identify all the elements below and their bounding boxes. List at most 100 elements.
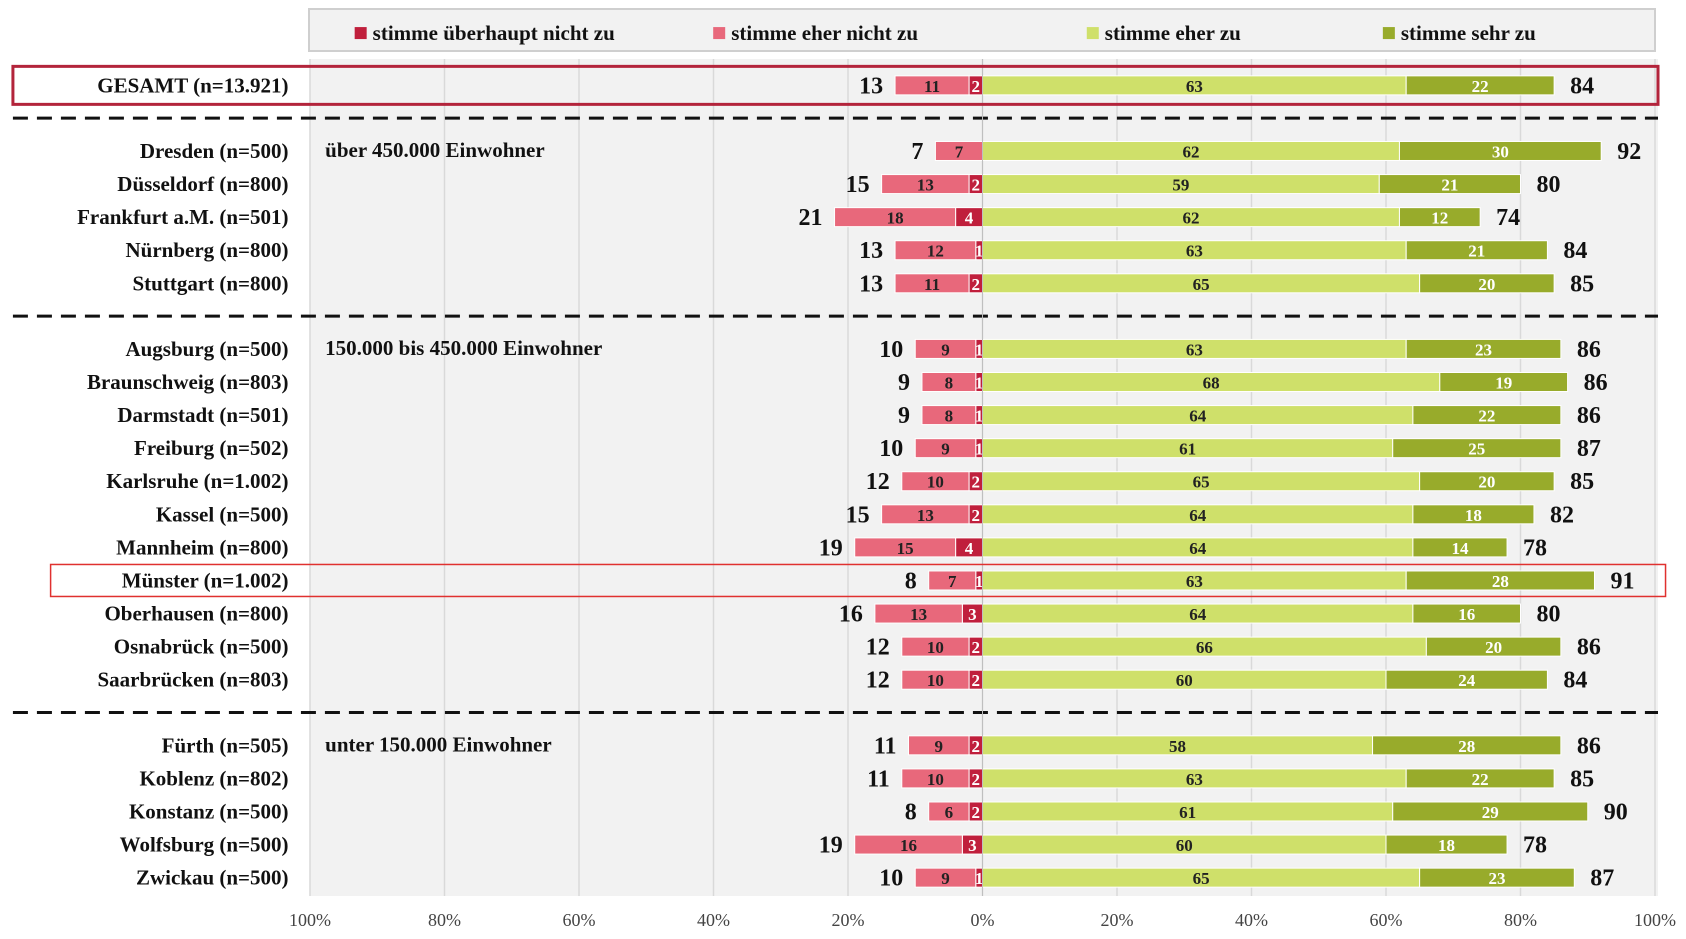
agree-total: 86 — [1577, 403, 1601, 429]
segment-label: 58 — [1169, 737, 1186, 756]
bar-segment — [1419, 867, 1575, 888]
x-tick-label: 20% — [1101, 910, 1134, 930]
category-label: Augsburg (n=500) — [125, 337, 288, 361]
bar-segment — [1378, 174, 1522, 195]
segment-label: 28 — [1492, 572, 1509, 591]
segment-label: 2 — [972, 770, 981, 789]
agree-total: 80 — [1537, 602, 1561, 628]
segment-label: 61 — [1179, 803, 1196, 822]
segment-label: 13 — [917, 506, 934, 525]
agree-total: 90 — [1604, 799, 1628, 825]
agree-total: 84 — [1563, 238, 1587, 264]
segment-label: 66 — [1196, 638, 1213, 657]
segment-label: 3 — [968, 836, 977, 855]
segment-label: 64 — [1189, 605, 1207, 624]
segment-label: 9 — [941, 869, 950, 888]
segment-label: 18 — [887, 209, 904, 228]
segment-label: 59 — [1172, 176, 1189, 195]
bar-segment — [894, 75, 970, 96]
disagree-total: 21 — [799, 205, 823, 231]
segment-label: 64 — [1189, 506, 1207, 525]
category-label: Oberhausen (n=800) — [104, 602, 288, 626]
group-label: unter 150.000 Einwohner — [325, 732, 552, 756]
x-tick-label: 40% — [697, 910, 730, 930]
category-label: Braunschweig (n=803) — [87, 370, 289, 394]
segment-label: 11 — [924, 275, 940, 294]
x-tick-label: 60% — [1370, 910, 1403, 930]
segment-label: 2 — [972, 803, 981, 822]
segment-label: 18 — [1465, 506, 1482, 525]
category-label: Mannheim (n=800) — [116, 535, 288, 559]
segment-label: 63 — [1186, 340, 1203, 359]
segment-label: 2 — [972, 638, 981, 657]
segment-label: 1 — [975, 407, 984, 426]
category-label: Münster (n=1.002) — [122, 568, 289, 592]
segment-label: 10 — [927, 473, 944, 492]
segment-label: 61 — [1179, 440, 1196, 459]
category-label: Zwickau (n=500) — [136, 866, 289, 890]
segment-label: 14 — [1451, 539, 1469, 558]
agree-total: 86 — [1577, 733, 1601, 759]
segment-label: 11 — [924, 77, 940, 96]
disagree-total: 12 — [866, 668, 890, 694]
segment-label: 1 — [975, 869, 984, 888]
disagree-total: 19 — [819, 833, 843, 859]
segment-label: 63 — [1186, 572, 1203, 591]
category-label: Darmstadt (n=501) — [117, 403, 288, 427]
segment-label: 9 — [935, 737, 944, 756]
segment-label: 2 — [972, 176, 981, 195]
bar-segment — [854, 834, 963, 855]
category-label: Koblenz (n=802) — [139, 766, 288, 790]
segment-label: 9 — [941, 340, 950, 359]
segment-label: 7 — [955, 142, 964, 161]
segment-label: 22 — [1472, 77, 1489, 96]
legend-swatch — [1382, 27, 1395, 40]
bar-segment — [1412, 603, 1522, 624]
bar-segment — [1405, 338, 1562, 359]
segment-label: 13 — [917, 176, 934, 195]
disagree-total: 8 — [905, 568, 917, 594]
bar-segment — [1419, 273, 1555, 294]
agree-total: 86 — [1577, 635, 1601, 661]
segment-label: 64 — [1189, 407, 1207, 426]
disagree-total: 16 — [839, 602, 863, 628]
segment-label: 4 — [965, 209, 974, 228]
disagree-total: 10 — [879, 337, 903, 363]
segment-label: 23 — [1475, 340, 1492, 359]
bar-segment — [1392, 801, 1589, 822]
segment-label: 18 — [1438, 836, 1455, 855]
agree-total: 80 — [1537, 172, 1561, 198]
segment-label: 65 — [1193, 473, 1210, 492]
segment-label: 20 — [1478, 473, 1495, 492]
disagree-total: 12 — [866, 635, 890, 661]
segment-label: 10 — [927, 770, 944, 789]
disagree-total: 9 — [898, 370, 910, 396]
segment-label: 10 — [927, 671, 944, 690]
segment-label: 9 — [941, 440, 950, 459]
x-tick-label: 80% — [1504, 910, 1537, 930]
segment-label: 2 — [972, 737, 981, 756]
category-label: Saarbrücken (n=803) — [97, 668, 288, 692]
category-label: Kassel (n=500) — [156, 502, 289, 526]
category-label: Stuttgart (n=800) — [132, 271, 288, 295]
agree-total: 85 — [1570, 766, 1594, 792]
segment-label: 8 — [945, 374, 954, 393]
bar-segment — [1398, 207, 1481, 228]
segment-label: 2 — [972, 77, 981, 96]
disagree-total: 11 — [867, 766, 890, 792]
bar-segment — [1405, 570, 1595, 591]
segment-label: 1 — [975, 440, 984, 459]
category-label: Dresden (n=500) — [140, 139, 289, 163]
bar-segment — [901, 471, 970, 492]
legend-box — [308, 8, 1656, 52]
segment-label: 13 — [910, 605, 927, 624]
bar-segment — [1405, 768, 1555, 789]
agree-total: 84 — [1563, 668, 1587, 694]
group-label: 150.000 bis 450.000 Einwohner — [325, 336, 602, 360]
disagree-total: 19 — [819, 535, 843, 561]
category-label: Nürnberg (n=800) — [125, 238, 288, 262]
segment-label: 60 — [1176, 836, 1193, 855]
legend-label: stimme eher nicht zu — [731, 21, 918, 45]
segment-label: 63 — [1186, 242, 1203, 261]
disagree-total: 13 — [859, 271, 883, 297]
